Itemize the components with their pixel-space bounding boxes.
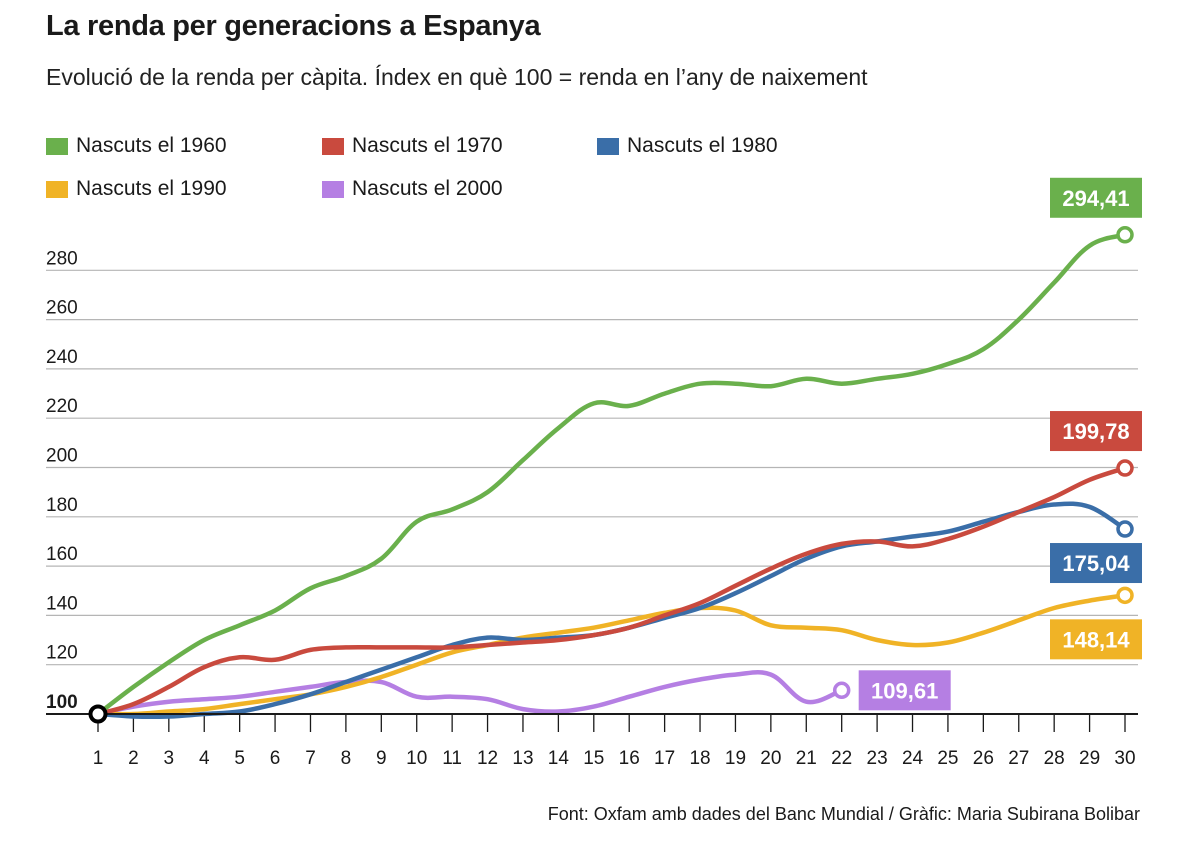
x-tick-label: 14 (548, 748, 570, 769)
end-point-1970 (1116, 459, 1134, 477)
chart-title: La renda per generacions a Espanya (46, 10, 541, 42)
x-tick-label: 6 (270, 748, 281, 769)
value-label-box-2000 (858, 670, 951, 711)
x-tick-label: 3 (164, 748, 175, 769)
y-tick-label: 140 (46, 593, 78, 614)
y-tick-label: 260 (46, 298, 78, 319)
legend-item-1980[interactable]: Nascuts el 1980 (597, 126, 778, 166)
value-label-box-1970 (1050, 411, 1142, 452)
x-tick-label: 11 (442, 748, 462, 769)
end-point-2000 (832, 681, 851, 700)
x-tick-label: 5 (234, 748, 245, 769)
y-tick-label: 200 (46, 446, 78, 467)
x-tick-label: 13 (512, 748, 533, 769)
x-tick-label: 7 (305, 748, 316, 769)
x-tick-label: 27 (1008, 748, 1029, 769)
x-tick-label: 28 (1044, 748, 1065, 769)
x-tick-label: 19 (725, 748, 746, 769)
x-tick-label: 24 (902, 748, 924, 769)
series-line-1970 (95, 465, 1128, 717)
value-label-1980: 175,04 (1062, 551, 1130, 576)
value-label-1990: 148,14 (1062, 627, 1130, 652)
x-tick-label: 21 (796, 748, 817, 769)
value-label-box-1960 (1050, 177, 1142, 218)
source-credit: Font: Oxfam amb dades del Banc Mundial /… (547, 804, 1140, 824)
x-tick-label: 26 (973, 748, 994, 769)
x-tick-label: 16 (619, 748, 640, 769)
y-tick-label: 160 (46, 544, 78, 565)
x-tick-label: 17 (654, 748, 675, 769)
legend-swatch-1970 (322, 137, 344, 155)
x-tick-label: 1 (93, 748, 104, 769)
x-tick-label: 18 (689, 748, 710, 769)
legend-label-1970: Nascuts el 1970 (352, 134, 503, 157)
x-tick-label: 10 (406, 748, 427, 769)
legend-swatch-1990 (46, 180, 68, 198)
y-tick-label: 120 (46, 643, 78, 664)
x-tick-label: 29 (1079, 748, 1100, 769)
legend-label-1960: Nascuts el 1960 (76, 134, 227, 157)
end-point-1980 (1116, 520, 1134, 538)
legend-item-1970[interactable]: Nascuts el 1970 (322, 126, 503, 166)
legend-swatch-1980 (597, 137, 619, 155)
y-tick-label: 240 (46, 347, 78, 368)
legend-swatch-1960 (46, 137, 68, 155)
legend-label-1990: Nascuts el 1990 (76, 177, 227, 200)
x-tick-label: 9 (376, 748, 387, 769)
y-tick-label: 220 (46, 396, 78, 417)
chart-subtitle: Evolució de la renda per càpita. Índex e… (46, 64, 868, 90)
x-tick-label: 23 (867, 748, 888, 769)
legend-label-1980: Nascuts el 1980 (627, 134, 778, 157)
x-tick-label: 25 (937, 748, 958, 769)
x-tick-label: 8 (341, 748, 352, 769)
value-label-box-1990 (1050, 619, 1142, 660)
x-tick-label: 2 (128, 748, 139, 769)
end-point-1990 (1116, 586, 1134, 605)
x-tick-label: 15 (583, 748, 604, 769)
x-tick-label: 4 (199, 748, 210, 769)
value-label-box-1980 (1050, 543, 1142, 584)
y-tick-label: 100 (46, 692, 78, 713)
value-label-2000: 109,61 (871, 678, 938, 703)
x-tick-label: 22 (831, 748, 852, 769)
value-label-1970: 199,78 (1062, 419, 1129, 444)
series-line-1980 (95, 501, 1128, 720)
series-line-1960 (95, 232, 1128, 717)
x-tick-label: 20 (760, 748, 781, 769)
y-tick-label: 280 (46, 248, 78, 269)
x-tick-label: 12 (477, 748, 498, 769)
legend-item-1990[interactable]: Nascuts el 1990 (46, 169, 227, 209)
y-tick-label: 180 (46, 495, 78, 516)
legend-swatch-2000 (322, 180, 344, 198)
start-point (88, 704, 108, 724)
legend-item-1960[interactable]: Nascuts el 1960 (46, 126, 227, 166)
legend: Nascuts el 1960 Nascuts el 1970 Nascuts … (46, 126, 946, 216)
x-tick-label: 30 (1114, 748, 1135, 769)
series-line-2000 (95, 669, 844, 717)
series-line-1990 (95, 593, 1128, 717)
value-label-1960: 294,41 (1062, 186, 1129, 211)
end-point-1960 (1116, 226, 1134, 244)
legend-item-2000[interactable]: Nascuts el 2000 (322, 169, 503, 209)
legend-label-2000: Nascuts el 2000 (352, 177, 503, 200)
